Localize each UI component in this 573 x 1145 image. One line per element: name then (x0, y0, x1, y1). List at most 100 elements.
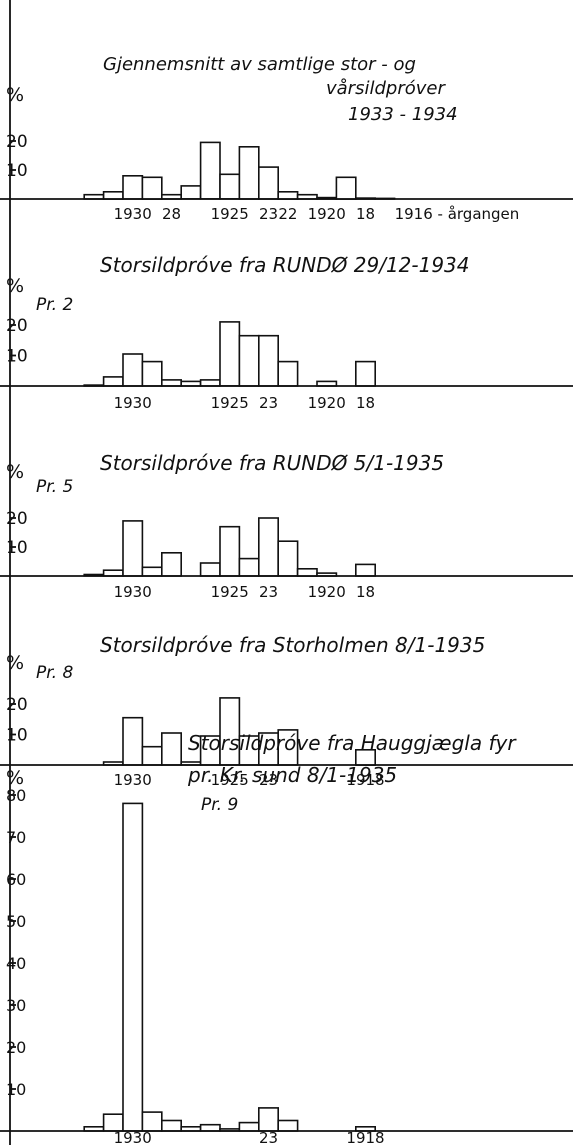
bar-1922 (277, 191, 299, 200)
x-tick-label: 1920 (308, 583, 346, 601)
y-tick-label: 70 (6, 828, 26, 847)
y-tick-label: 20 (6, 132, 28, 152)
x-tick-label: 23 (259, 394, 278, 412)
bar-1923 (257, 1107, 279, 1132)
bar-1926 (199, 379, 221, 387)
chart-title-line: 1933 - 1934 (348, 104, 458, 125)
y-tick-label: 30 (6, 996, 26, 1015)
y-axis-label: % (6, 275, 24, 297)
chart-panel-1: 20 10% Gjennemsnitt av samtlige stor - og v… (0, 54, 573, 223)
x-tick-label: 23 (259, 1129, 278, 1145)
x-tick-label: 23 (259, 771, 278, 789)
bar-1925 (219, 321, 241, 387)
y-tick-label: 20 (6, 1038, 26, 1057)
x-tick-label: 1920 (308, 394, 346, 412)
chart-title-line: Storsildpróve fra Storholmen 8/1-1935 (100, 633, 485, 657)
bar-1929 (141, 176, 163, 200)
y-tick-label: 20 (6, 316, 28, 336)
chart-title-line: Storsildpróve fra Hauggjægla fyr (188, 731, 517, 755)
bar-1919 (335, 176, 357, 200)
bar-1928 (161, 551, 183, 577)
bar-1925 (219, 525, 241, 577)
bar-1930 (122, 802, 144, 1132)
y-tick-label: 80 (6, 786, 26, 805)
x-tick-label: 1930 (114, 771, 152, 789)
bar-1924 (238, 557, 260, 577)
bar-1918 (354, 563, 376, 577)
y-tick-label: 20 (6, 509, 28, 529)
bar-1929 (141, 745, 163, 766)
sample-label: Pr. 9 (201, 795, 238, 815)
bar-1930 (122, 353, 144, 387)
x-tick-label: 1930 (114, 394, 152, 412)
x-tick-label: 1916 - årgangen (395, 205, 520, 223)
bar-1931 (102, 376, 124, 387)
bar-1923 (257, 166, 279, 200)
panels: 20 10% Gjennemsnitt av samtlige stor - og v… (0, 54, 573, 1145)
bar-1926 (199, 141, 221, 200)
y-tick-label: 50 (6, 912, 26, 931)
chart-panel-2: 20 10% Storsildpróve fra RUNDØ 29/12-1934 P… (0, 253, 573, 412)
y-axis-label: % (6, 652, 24, 674)
bar-1921 (296, 567, 318, 577)
chart-panel-5: 80 70 60 50 40 30 20 10% Storsildpróve fra Haugg… (0, 731, 573, 1145)
chart-title-line: Gjennemsnitt av samtlige stor - og (103, 54, 416, 75)
sample-label: Pr. 5 (36, 477, 73, 497)
x-tick-label: 1930 (114, 1129, 152, 1145)
chart-title-line: Storsildpróve fra RUNDØ 29/12-1934 (100, 253, 470, 277)
bar-1928 (161, 1119, 183, 1132)
chart-panel-3: 20 10% Storsildpróve fra RUNDØ 5/1-1935 Pr.… (0, 451, 573, 601)
x-tick-label: 1918 (346, 771, 384, 789)
chart-title-line: pr. Kr. sund 8/1-1935 (187, 763, 397, 787)
bar-1924 (238, 1121, 260, 1132)
bar-1929 (141, 360, 163, 387)
sample-label: Pr. 8 (36, 663, 73, 683)
x-tick-label: 1925 (211, 583, 249, 601)
x-tick-label: 1920 (308, 205, 346, 223)
y-axis-label: % (6, 84, 24, 106)
x-tick-label: 22 (278, 205, 297, 223)
y-tick-label: 10 (6, 538, 28, 558)
y-tick-label: 10 (6, 1080, 26, 1099)
bar-1928 (161, 379, 183, 387)
bar-1931 (102, 191, 124, 200)
y-tick-label: 10 (6, 726, 28, 746)
bar-1922 (277, 360, 299, 387)
bar-1924 (238, 146, 260, 200)
bar-1924 (238, 334, 260, 387)
bar-1925 (219, 173, 241, 200)
bar-1930 (122, 716, 144, 766)
bar-1927 (180, 185, 202, 200)
bar-1926 (199, 562, 221, 577)
bar-1926 (199, 1123, 221, 1132)
x-tick-label: 1925 (211, 771, 249, 789)
bar-1929 (141, 566, 163, 577)
y-axis-label: % (6, 767, 24, 789)
bar-1930 (122, 520, 144, 577)
bar-1922 (277, 1119, 299, 1132)
x-tick-label: 23 (259, 205, 278, 223)
x-tick-label: 1918 (346, 1129, 384, 1145)
bar-1930 (122, 175, 144, 200)
x-tick-label: 1930 (114, 205, 152, 223)
x-tick-label: 18 (356, 583, 375, 601)
y-tick-label: 10 (6, 161, 28, 181)
bar-1923 (257, 517, 279, 577)
y-axis-label: % (6, 461, 24, 483)
bar-1923 (257, 334, 279, 387)
y-tick-label: 60 (6, 870, 26, 889)
x-tick-label: 28 (162, 205, 181, 223)
bar-1918 (354, 360, 376, 387)
bar-1922 (277, 540, 299, 577)
y-tick-label: 20 (6, 695, 28, 715)
chart-panel-4: 20 10% Storsildpróve fra Storholmen 8/1-19… (0, 633, 573, 789)
x-tick-label: 18 (356, 394, 375, 412)
chart-title-line: vårsildpróver (326, 78, 446, 99)
x-tick-label: 23 (259, 583, 278, 601)
y-tick-label: 40 (6, 954, 26, 973)
x-tick-label: 18 (356, 205, 375, 223)
y-tick-label: 10 (6, 347, 28, 367)
chart-title-line: Storsildpróve fra RUNDØ 5/1-1935 (100, 451, 444, 475)
sample-label: Pr. 2 (36, 295, 73, 315)
